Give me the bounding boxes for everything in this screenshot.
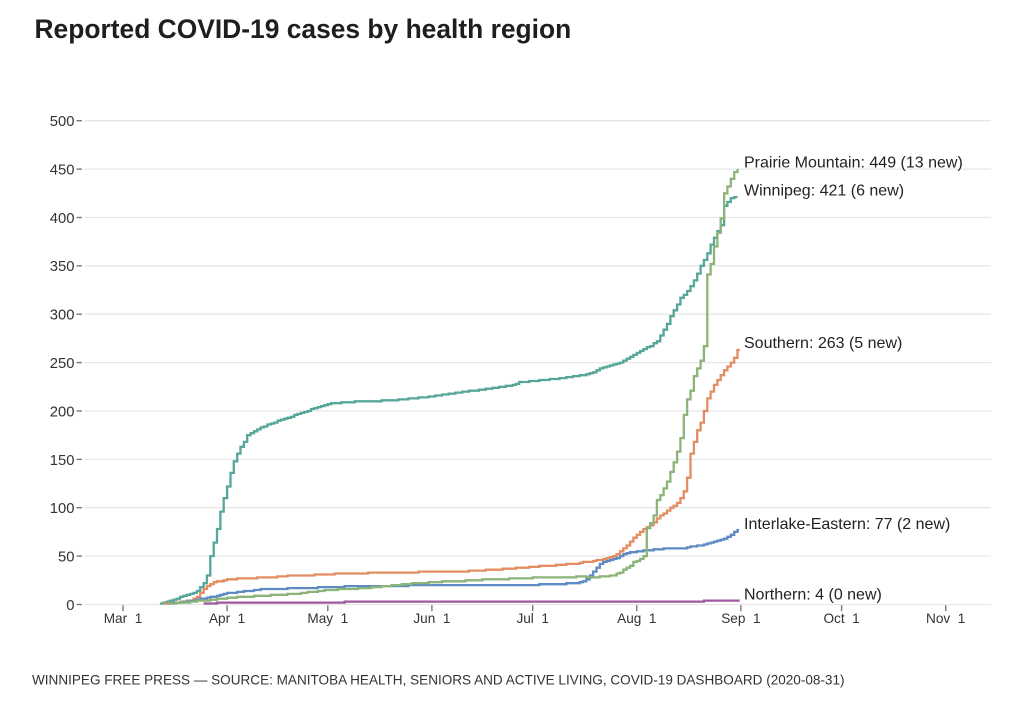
svg-text:50: 50 (58, 550, 74, 566)
svg-text:Jun 1: Jun 1 (413, 611, 450, 626)
svg-text:200: 200 (50, 404, 75, 420)
svg-text:450: 450 (50, 163, 75, 179)
svg-text:Aug 1: Aug 1 (617, 611, 656, 626)
svg-text:Winnipeg: 421 (6 new): Winnipeg: 421 (6 new) (744, 182, 904, 199)
svg-text:350: 350 (50, 259, 75, 275)
svg-text:100: 100 (50, 501, 75, 517)
svg-text:May 1: May 1 (307, 611, 348, 626)
svg-text:Reported COVID-19 cases by hea: Reported COVID-19 cases by health region (35, 14, 572, 44)
svg-text:WINNIPEG FREE PRESS — SOURCE:: WINNIPEG FREE PRESS — SOURCE: MANITOBA H… (32, 673, 845, 688)
svg-text:Northern: 4 (0 new): Northern: 4 (0 new) (744, 587, 882, 604)
svg-text:Jul 1: Jul 1 (516, 611, 549, 626)
svg-text:300: 300 (50, 308, 75, 324)
svg-text:Interlake-Eastern: 77 (2 new): Interlake-Eastern: 77 (2 new) (744, 516, 950, 533)
svg-text:Nov 1: Nov 1 (926, 611, 965, 626)
svg-text:Southern: 263 (5 new): Southern: 263 (5 new) (744, 335, 902, 352)
svg-text:0: 0 (66, 598, 74, 614)
svg-text:250: 250 (50, 356, 75, 372)
svg-text:Sep 1: Sep 1 (721, 611, 760, 626)
svg-text:Oct 1: Oct 1 (823, 611, 859, 626)
svg-text:500: 500 (50, 114, 75, 130)
svg-text:Prairie Mountain: 449 (13 new): Prairie Mountain: 449 (13 new) (744, 154, 963, 171)
svg-text:150: 150 (50, 453, 75, 469)
svg-text:Apr 1: Apr 1 (209, 611, 245, 626)
svg-text:Mar 1: Mar 1 (104, 611, 143, 626)
svg-text:400: 400 (50, 211, 75, 227)
